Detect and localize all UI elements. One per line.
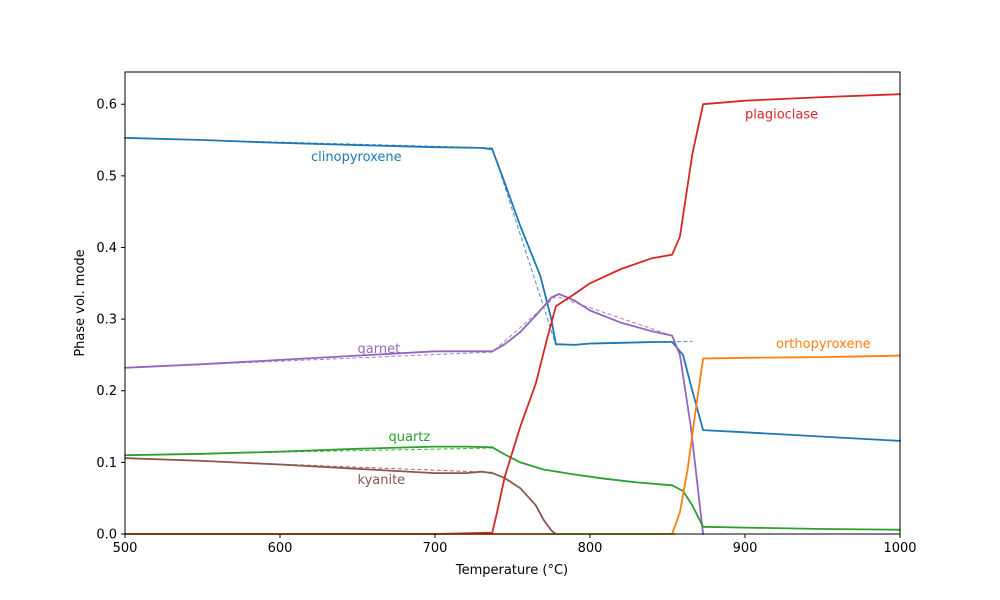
plagioclase-line bbox=[124, 93, 901, 535]
y-tick-label: 0.2 bbox=[96, 384, 117, 399]
y-tick-label: 0.5 bbox=[96, 169, 117, 184]
orthopyroxene-label: orthopyroxene bbox=[776, 337, 871, 352]
plagioclase-label: plagioclase bbox=[745, 108, 818, 123]
x-tick-label: 900 bbox=[733, 541, 758, 556]
orthopyroxene-line bbox=[124, 354, 901, 535]
garnet-line bbox=[124, 293, 704, 535]
y-tick-label: 0.0 bbox=[96, 528, 117, 543]
kyanite-line bbox=[124, 457, 557, 535]
quartz-line bbox=[124, 445, 901, 531]
x-tick-label: 800 bbox=[578, 541, 603, 556]
x-tick-label: 700 bbox=[423, 541, 448, 556]
y-tick-label: 0.1 bbox=[96, 456, 117, 471]
x-tick-label: 1000 bbox=[883, 541, 916, 556]
x-tick-label: 500 bbox=[113, 541, 138, 556]
clinopyroxene-label: clinopyroxene bbox=[311, 150, 402, 165]
series-labels-layer: clinopyroxene garnet quartz kyanite plagiocl… bbox=[311, 108, 871, 488]
x-tick-label: 600 bbox=[268, 541, 293, 556]
y-tick-label: 0.4 bbox=[96, 241, 117, 256]
garnet-reference-line bbox=[124, 295, 673, 369]
kyanite-label: kyanite bbox=[358, 473, 406, 488]
ticks-layer: 500 600 700 800 900 1000 0.0 0.1 0.2 0.3 0.4 0.5 0.6 bbox=[96, 98, 916, 556]
y-axis-label: Phase vol. mode bbox=[73, 249, 88, 356]
garnet-label: garnet bbox=[358, 342, 401, 357]
quartz-label: quartz bbox=[389, 430, 431, 445]
y-tick-label: 0.6 bbox=[96, 98, 117, 113]
x-axis-label: Temperature (°C) bbox=[455, 563, 568, 578]
plot-frame bbox=[124, 71, 901, 535]
y-tick-label: 0.3 bbox=[96, 313, 117, 328]
